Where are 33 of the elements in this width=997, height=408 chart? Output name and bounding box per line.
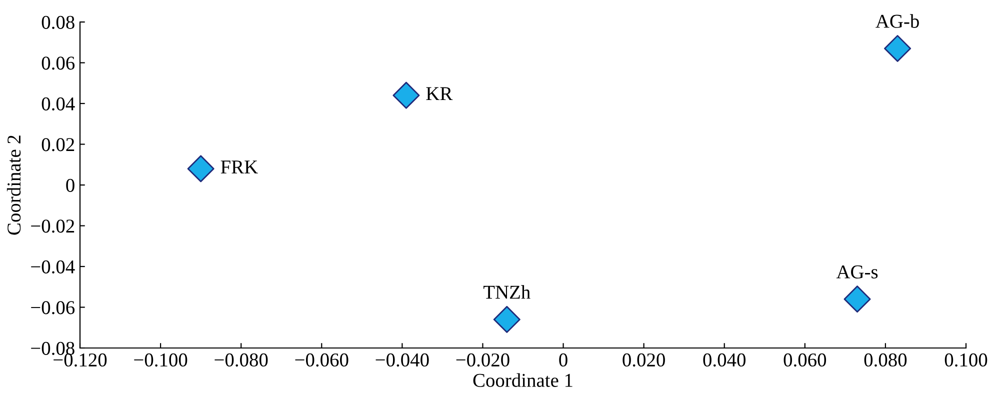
point bbox=[884, 34, 912, 62]
y-tick-label: 0 bbox=[66, 178, 74, 192]
x-axis-title: Coordinate 1 bbox=[473, 373, 572, 387]
x-tick-label: 0.020 bbox=[622, 353, 665, 367]
annotation: TNZh bbox=[483, 285, 530, 299]
x-tick-label: −0.040 bbox=[376, 353, 429, 367]
point bbox=[392, 82, 420, 109]
point bbox=[493, 306, 520, 333]
x-tick-label: 0.100 bbox=[944, 353, 988, 367]
x-tick-label: −0.120 bbox=[54, 353, 107, 367]
y-tick-label: −0.06 bbox=[31, 301, 75, 314]
y-tick-label: −0.08 bbox=[31, 342, 74, 356]
x-tick-label: 0.040 bbox=[703, 353, 746, 367]
annotation: AG-s bbox=[836, 265, 878, 278]
annotation: AG-b bbox=[876, 14, 919, 28]
y-tick-label: 0.08 bbox=[42, 16, 74, 30]
x-tick-label: −0.100 bbox=[134, 353, 188, 367]
x-tick-label: 0.080 bbox=[864, 353, 907, 367]
annotation: FRK bbox=[220, 160, 258, 174]
y-axis-title: Coordinate 2 bbox=[6, 136, 21, 235]
x-tick-label: −0.080 bbox=[214, 353, 268, 367]
x-tick-label: 0 bbox=[559, 353, 568, 367]
y-tick-label: 0.04 bbox=[42, 97, 75, 111]
x-tick-label: −0.060 bbox=[295, 353, 348, 367]
point bbox=[844, 286, 871, 313]
y-tick-label: −0.04 bbox=[31, 260, 75, 274]
y-tick-label: 0.02 bbox=[42, 138, 74, 152]
y-tick-label: −0.02 bbox=[31, 220, 74, 233]
x-tick-label: −0.020 bbox=[456, 353, 510, 367]
annotation: KR bbox=[426, 87, 453, 100]
y-tick-label: 0.06 bbox=[42, 56, 75, 70]
point bbox=[187, 155, 214, 182]
x-tick-label: 0.060 bbox=[784, 353, 826, 367]
